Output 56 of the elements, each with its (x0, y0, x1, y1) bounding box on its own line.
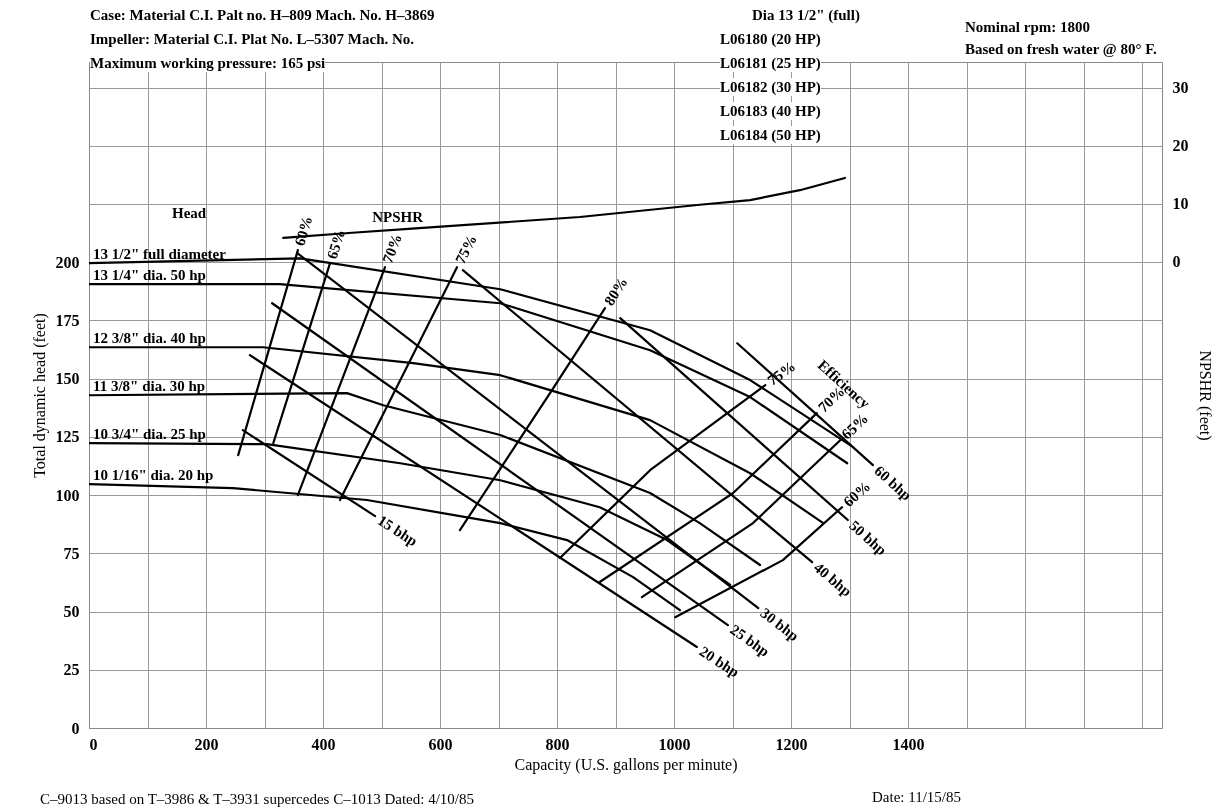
text: 40 bhp (810, 559, 855, 600)
x-axis-title: Capacity (U.S. gallons per minute) (514, 755, 738, 774)
text: C–9013 based on T–3986 & T–3931 supercedes C–1013 Dated: 4/10/85 (40, 790, 474, 808)
annotation: L06183 (40 HP) (720, 102, 821, 120)
annotation: L06181 (25 HP) (720, 54, 821, 72)
annotation: Maximum working pressure: 165 psi (90, 54, 326, 72)
y-tick-label: 25 (63, 661, 80, 679)
text: Date: 11/15/85 (872, 788, 962, 806)
text: 60 bhp (871, 462, 915, 504)
annotation: L06184 (50 HP) (720, 126, 821, 144)
text: 70% (379, 231, 406, 266)
series-label: 13 1/2" full diameter (93, 246, 227, 263)
text: 75% (452, 232, 480, 267)
y-axis-title: Total dynamic head (feet) (30, 313, 49, 478)
text: 20 bhp (696, 643, 743, 681)
y-tick-label: 100 (55, 486, 80, 504)
series-label: 10 1/16" dia. 20 hp (93, 467, 214, 484)
x-tick-label: 400 (311, 735, 336, 753)
y2-axis-title: NPSHR (feet) (1195, 350, 1214, 441)
series-label: 12 3/8" dia. 40 hp (93, 330, 206, 347)
text: 15 bhp (374, 512, 421, 550)
y-tick-label: 200 (55, 253, 80, 271)
text: 65% (323, 227, 349, 261)
text: 50 bhp (846, 517, 890, 559)
x-tick-label: 200 (194, 735, 219, 753)
y-tick-label: 125 (55, 428, 80, 446)
text: Based on fresh water @ 80° F. (965, 40, 1157, 58)
text: Impeller: Material C.I. Plat No. L–5307 Mach. No. (90, 30, 415, 48)
series-label: 10 3/4" dia. 25 hp (93, 426, 206, 443)
chart-title: Case: Material C.I. Palt no. H–809 Mach. No. H–3869 (90, 6, 435, 24)
text: 75% (764, 358, 799, 389)
y-tick-label: 150 (55, 370, 80, 388)
annotation: L06182 (30 HP) (720, 78, 821, 96)
x-tick-label: 1200 (775, 735, 808, 753)
x-tick-label: 1000 (658, 735, 691, 753)
x-tick-label: 600 (428, 735, 453, 753)
series-label: 11 3/8" dia. 30 hp (93, 378, 206, 395)
text: 65% (838, 410, 872, 443)
y2-tick-label: 10 (1172, 195, 1189, 213)
x-tick-label: 800 (545, 735, 570, 753)
y-tick-label: 0 (71, 719, 80, 737)
x-tick-label: 1400 (892, 735, 925, 753)
y2-tick-label: 30 (1172, 78, 1189, 96)
y2-tick-label: 20 (1172, 136, 1189, 154)
text: Dia 13 1/2" (full) (752, 6, 860, 24)
series-label: NPSHR (372, 208, 424, 225)
y-tick-label: 50 (63, 603, 80, 621)
y-tick-label: 75 (63, 544, 80, 562)
annotation: Head (172, 204, 207, 222)
series-label: 13 1/4" dia. 50 hp (93, 267, 206, 284)
text: Nominal rpm: 1800 (965, 18, 1090, 36)
y-tick-label: 175 (55, 311, 80, 329)
text: 60% (840, 477, 874, 510)
text: L06180 (20 HP) (720, 30, 821, 48)
x-tick-label: 0 (89, 735, 98, 753)
y2-tick-label: 0 (1172, 253, 1181, 271)
